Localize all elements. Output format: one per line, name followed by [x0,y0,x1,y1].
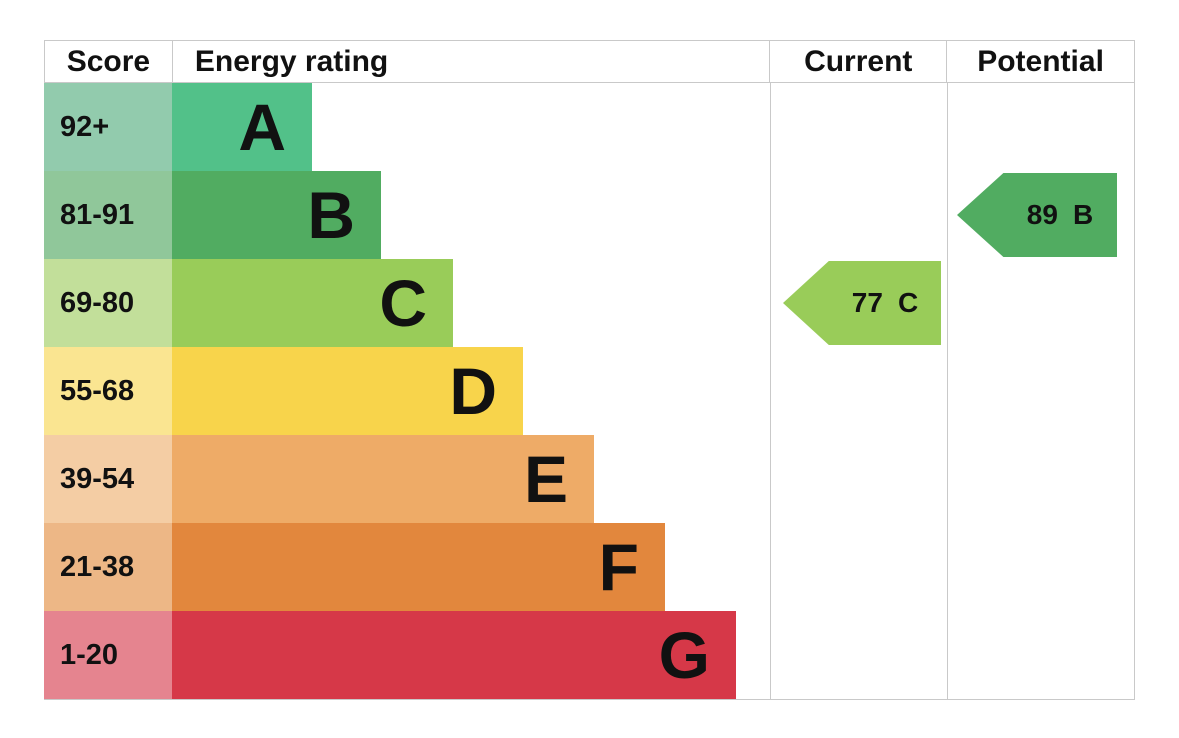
score-range-c: 69-80 [44,259,172,347]
score-range-a: 92+ [44,83,172,171]
rating-letter-b: B [307,178,355,252]
rating-row-f: 21-38 F [44,523,1135,611]
epc-rating-chart: Score Energy rating Current Potential 92… [44,40,1135,702]
rating-row-e: 39-54 E [44,435,1135,523]
score-range-g: 1-20 [44,611,172,699]
rating-bar-c: C [172,259,453,347]
rating-letter-f: F [598,530,639,604]
score-range-e: 39-54 [44,435,172,523]
rating-letter-d: D [449,354,497,428]
score-range-b: 81-91 [44,171,172,259]
rating-letter-c: C [379,266,427,340]
rating-bar-d: D [172,347,523,435]
chart-header: Score Energy rating Current Potential [44,40,1135,83]
energy-rating-column-header: Energy rating [173,41,771,82]
rating-row-d: 55-68 D [44,347,1135,435]
rating-bar-e: E [172,435,594,523]
rating-row-g: 1-20 G [44,611,1135,699]
current-rating-letter: C [897,287,919,318]
current-column-header: Current [770,41,948,82]
rating-bar-b: B [172,171,381,259]
rating-letter-g: G [658,618,710,692]
rating-rows: 92+ A 81-91 B 69-80 C 55-68 D 39-54 [44,83,1135,699]
rating-letter-e: E [523,442,568,516]
potential-column-header: Potential [947,41,1135,82]
rating-row-a: 92+ A [44,83,1135,171]
rating-row-c: 69-80 C [44,259,1135,347]
rating-bar-g: G [172,611,736,699]
rating-row-b: 81-91 B [44,171,1135,259]
potential-rating-letter: B [1072,199,1094,230]
current-rating-value: 77 [851,287,883,318]
score-range-d: 55-68 [44,347,172,435]
rating-letter-a: A [238,90,286,164]
rating-bar-a: A [172,83,312,171]
chart-bottom-border [44,699,1135,700]
rating-bar-f: F [172,523,665,611]
score-column-header: Score [45,41,173,82]
potential-rating-value: 89 [1026,199,1058,230]
score-range-f: 21-38 [44,523,172,611]
